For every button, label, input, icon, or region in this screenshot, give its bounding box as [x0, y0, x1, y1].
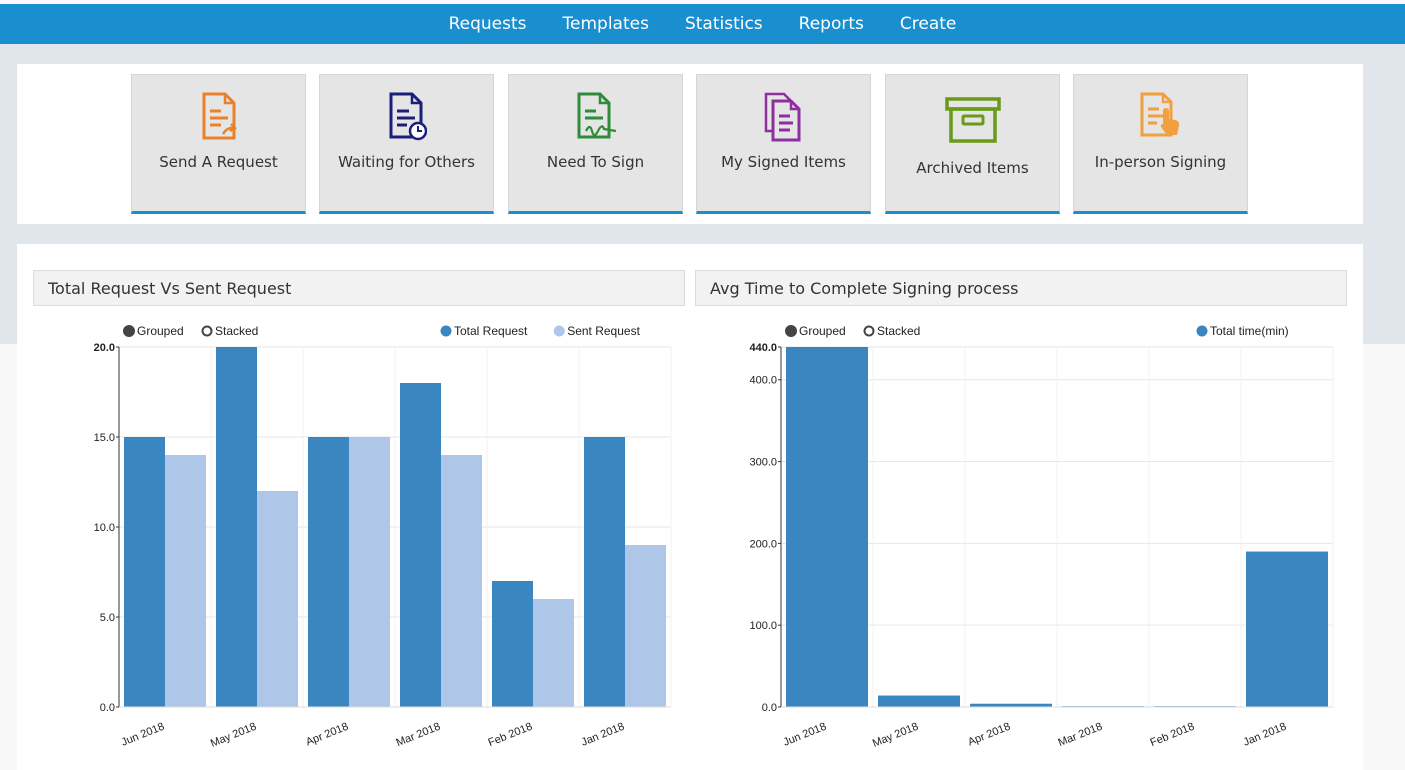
- chart-bars: [124, 347, 666, 707]
- charts-panel: Total Request Vs Sent Request Avg Time t…: [17, 244, 1363, 770]
- right-chart-title: Avg Time to Complete Signing process: [695, 270, 1347, 306]
- grouped-radio[interactable]: Grouped: [123, 324, 184, 338]
- y-tick-label: 200.0: [749, 538, 777, 550]
- stacked-radio-dot: [863, 325, 875, 337]
- bar-sent-request[interactable]: [165, 455, 206, 707]
- x-tick-label: Mar 2018: [395, 721, 443, 750]
- tile-send-request[interactable]: Send A Request: [131, 74, 306, 214]
- grouped-radio-dot: [785, 325, 797, 337]
- tile-label: Waiting for Others: [338, 153, 475, 171]
- grouped-radio-dot: [123, 325, 135, 337]
- bar-sent-request[interactable]: [625, 545, 666, 707]
- bar-total-time-min-[interactable]: [970, 703, 1052, 707]
- chart-bars: [786, 347, 1328, 707]
- legend-swatch: [440, 325, 452, 337]
- bar-total-request[interactable]: [308, 437, 349, 707]
- stacked-label: Stacked: [215, 324, 258, 338]
- x-tick-label: Jun 2018: [782, 721, 828, 749]
- tile-label: Send A Request: [159, 153, 278, 171]
- bar-total-request[interactable]: [124, 437, 165, 707]
- nav-statistics[interactable]: Statistics: [684, 14, 763, 34]
- archive-box-icon: [944, 97, 1001, 143]
- x-tick-label: Mar 2018: [1057, 721, 1105, 750]
- y-tick-label: 440.0: [749, 342, 777, 354]
- legend-label: Sent Request: [567, 324, 640, 338]
- y-tick-label: 15.0: [94, 432, 115, 444]
- legend-item[interactable]: Total time(min): [1196, 324, 1289, 338]
- bar-total-time-min-[interactable]: [1246, 551, 1328, 707]
- y-tick-label: 400.0: [749, 375, 777, 387]
- chart-controls: Grouped Stacked: [123, 324, 259, 338]
- y-tick-label: 0.0: [762, 702, 777, 714]
- nav-requests[interactable]: Requests: [448, 14, 527, 34]
- tile-archived-items[interactable]: Archived Items: [885, 74, 1060, 214]
- chart-legend: Total Request Sent Request: [440, 324, 641, 338]
- x-tick-label: Jan 2018: [580, 721, 626, 749]
- bar-sent-request[interactable]: [441, 455, 482, 707]
- quick-actions-panel: Send A Request Waiting for Others Need T…: [17, 64, 1363, 224]
- x-tick-label: Jan 2018: [1242, 721, 1288, 749]
- waiting-clock-icon: [389, 92, 427, 141]
- nav-create[interactable]: Create: [899, 14, 957, 34]
- legend-item[interactable]: Total Request: [440, 324, 529, 338]
- tile-need-to-sign[interactable]: Need To Sign: [508, 74, 683, 214]
- in-person-signing-icon: [1140, 92, 1179, 137]
- avg-time-bar-chart: Grouped Stacked Total time(min) 0.0 100.0…: [749, 324, 1334, 750]
- bar-total-request[interactable]: [400, 383, 441, 707]
- legend-label: Total Request: [454, 324, 528, 338]
- y-tick-label: 100.0: [749, 620, 777, 632]
- y-tick-label: 0.0: [100, 702, 115, 714]
- tile-waiting-for-others[interactable]: Waiting for Others: [319, 74, 494, 214]
- requests-bar-chart: Grouped Stacked Total Request Sent Reques…: [94, 324, 672, 750]
- grouped-radio[interactable]: Grouped: [785, 324, 846, 338]
- bar-total-time-min-[interactable]: [878, 695, 960, 707]
- grouped-label: Grouped: [137, 324, 184, 338]
- left-chart-title: Total Request Vs Sent Request: [33, 270, 685, 306]
- stacked-radio[interactable]: Stacked: [201, 324, 259, 338]
- y-tick-label: 300.0: [749, 457, 777, 469]
- chart-legend: Total time(min): [1196, 324, 1289, 338]
- legend-swatch: [553, 325, 565, 337]
- chart-controls: Grouped Stacked: [785, 324, 921, 338]
- x-tick-label: May 2018: [871, 721, 920, 750]
- bar-total-request[interactable]: [584, 437, 625, 707]
- x-tick-label: Feb 2018: [1149, 721, 1197, 750]
- x-tick-label: Feb 2018: [487, 721, 535, 750]
- y-tick-label: 10.0: [94, 522, 115, 534]
- stacked-label: Stacked: [877, 324, 920, 338]
- bar-total-time-min-[interactable]: [786, 347, 868, 707]
- grouped-label: Grouped: [799, 324, 846, 338]
- y-tick-label: 20.0: [94, 342, 115, 354]
- signed-items-icon: [764, 92, 800, 142]
- tile-label: Need To Sign: [546, 153, 645, 171]
- x-tick-label: May 2018: [209, 721, 258, 750]
- tile-label: Archived Items: [916, 159, 1029, 177]
- x-tick-label: Jun 2018: [120, 721, 166, 749]
- bar-sent-request[interactable]: [533, 599, 574, 707]
- tile-label: In-person Signing: [1094, 153, 1227, 171]
- bar-sent-request[interactable]: [349, 437, 390, 707]
- legend-label: Total time(min): [1210, 324, 1289, 338]
- bar-total-request[interactable]: [492, 581, 533, 707]
- y-tick-label: 5.0: [100, 612, 115, 624]
- stacked-radio-dot: [201, 325, 213, 337]
- nav-reports[interactable]: Reports: [798, 14, 864, 34]
- x-tick-label: Apr 2018: [304, 721, 350, 749]
- x-tick-label: Apr 2018: [966, 721, 1012, 749]
- bar-total-request[interactable]: [216, 347, 257, 707]
- legend-item[interactable]: Sent Request: [553, 324, 641, 338]
- tile-in-person-signing[interactable]: In-person Signing: [1073, 74, 1248, 214]
- send-request-icon: [202, 92, 237, 140]
- sign-document-icon: [577, 92, 616, 139]
- nav-templates[interactable]: Templates: [562, 14, 649, 34]
- tile-label: My Signed Items: [721, 153, 846, 171]
- tile-my-signed-items[interactable]: My Signed Items: [696, 74, 871, 214]
- bar-sent-request[interactable]: [257, 491, 298, 707]
- top-navigation: Requests Templates Statistics Reports Cr…: [0, 4, 1405, 44]
- legend-swatch: [1196, 325, 1208, 337]
- stacked-radio[interactable]: Stacked: [863, 324, 921, 338]
